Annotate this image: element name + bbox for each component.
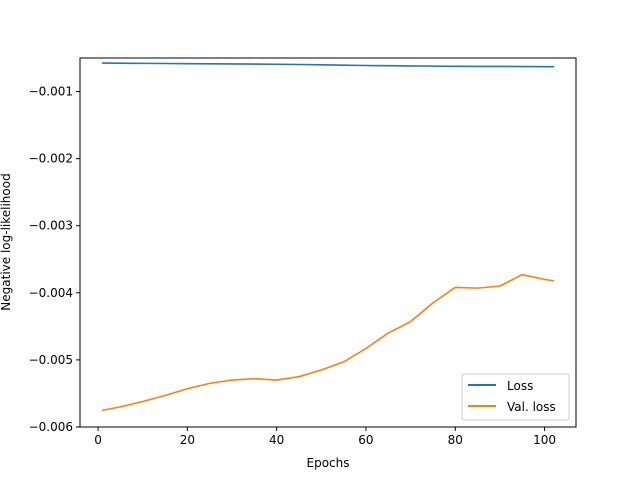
legend: Loss Val. loss (461, 373, 570, 421)
legend-label-val-loss: Val. loss (507, 400, 556, 414)
y-tick-label: −0.001 (29, 85, 73, 99)
series-layer (101, 62, 555, 412)
y-axis: −0.006 −0.005 −0.004 −0.003 −0.002 −0.001 (29, 85, 80, 434)
x-axis-label: Epochs (307, 456, 350, 470)
y-tick-label: −0.002 (29, 152, 73, 166)
y-tick-label: −0.005 (29, 353, 73, 367)
x-tick-label: 40 (269, 433, 284, 447)
legend-label-loss: Loss (507, 379, 533, 393)
x-tick-label: 100 (533, 433, 556, 447)
y-tick-label: −0.003 (29, 219, 73, 233)
x-tick-label: 20 (180, 433, 195, 447)
plot-frame (79, 57, 577, 428)
y-axis-label: Negative log-likelihood (0, 173, 13, 310)
y-tick-label: −0.006 (29, 420, 73, 434)
x-tick-label: 80 (448, 433, 463, 447)
x-axis: 0 20 40 60 80 100 (94, 427, 556, 447)
x-tick-label: 0 (94, 433, 102, 447)
series-line-val-loss (101, 273, 555, 412)
series-line-loss (101, 62, 555, 68)
x-tick-label: 60 (358, 433, 373, 447)
y-tick-label: −0.004 (29, 286, 73, 300)
